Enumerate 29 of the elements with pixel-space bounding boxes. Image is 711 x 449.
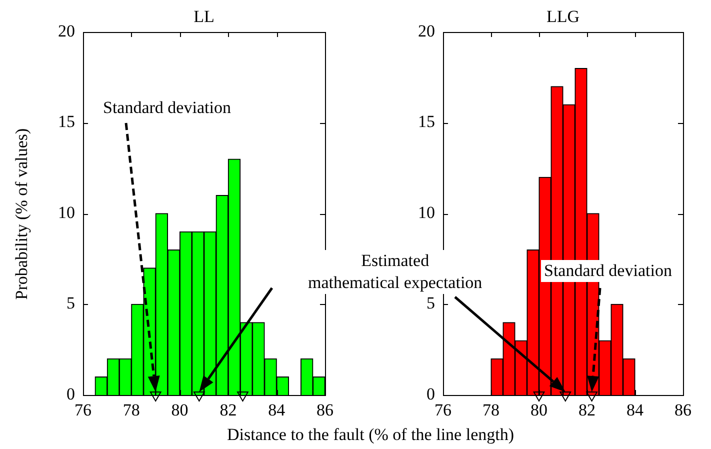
- annotation: Standard deviation: [541, 260, 675, 282]
- y-tick-label: 0: [426, 384, 435, 404]
- x-tick-label: 80: [530, 400, 548, 420]
- y-tick-label: 5: [426, 294, 435, 313]
- x-axis-title: Distance to the fault (% of the line length): [226, 424, 516, 446]
- annotation: Standard deviation: [100, 97, 234, 119]
- x-tick-label: 84: [626, 400, 644, 420]
- y-axis-title: Probability (% of values): [11, 126, 32, 302]
- y-tick-label: 10: [58, 202, 75, 222]
- chart-title: LLG: [546, 6, 580, 26]
- y-tick-label: 10: [418, 202, 435, 222]
- y-tick-label: 5: [66, 294, 75, 313]
- y-tick-label: 15: [418, 112, 435, 132]
- y-tick-label: 15: [58, 112, 75, 132]
- y-tick-label: 0: [66, 384, 75, 404]
- y-tick-label: 20: [58, 21, 75, 40]
- x-tick-label: 82: [578, 400, 596, 420]
- x-tick-label: 86: [316, 400, 334, 420]
- x-tick-label: 76: [74, 400, 92, 420]
- x-tick-label: 78: [482, 400, 500, 420]
- x-tick-label: 76: [434, 400, 452, 420]
- x-tick-label: 82: [220, 400, 237, 420]
- annotation: Estimated mathematical expectation: [305, 250, 486, 294]
- x-tick-label: 80: [171, 400, 188, 420]
- chart-title: LL: [194, 6, 214, 26]
- x-tick-label: 86: [674, 400, 692, 420]
- x-tick-label: 84: [268, 400, 286, 420]
- x-tick-label: 78: [122, 400, 140, 420]
- y-tick-label: 20: [418, 21, 435, 40]
